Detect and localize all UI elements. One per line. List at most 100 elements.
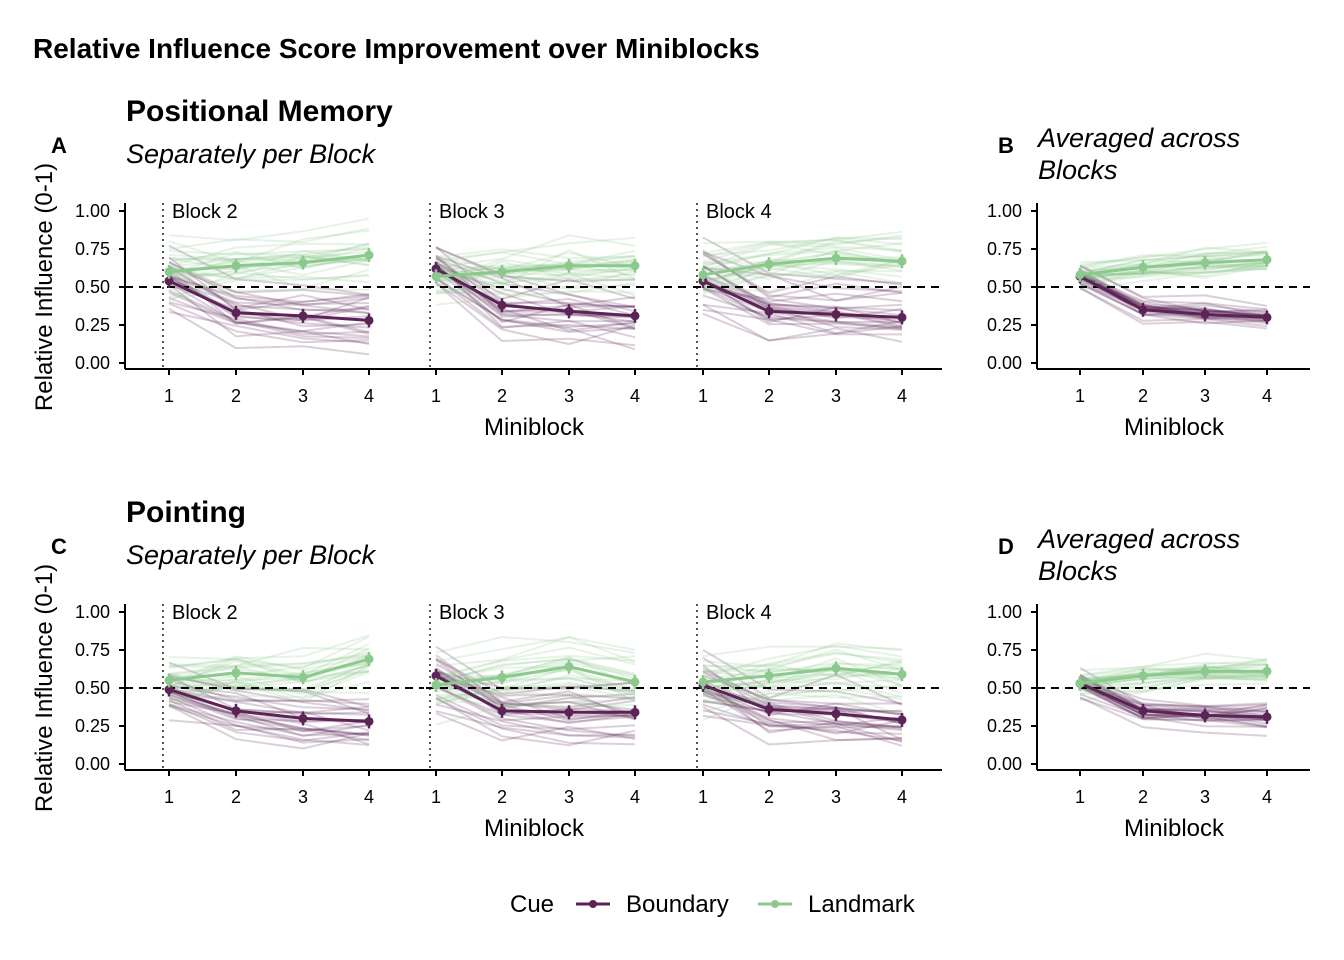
- mean-point-boundary: [630, 311, 640, 321]
- y-axis-title-bottom: Relative Influence (0-1): [31, 564, 58, 812]
- participant-line-boundary: [702, 277, 903, 329]
- mean-point-landmark: [698, 677, 708, 687]
- panel-b-subtitle-line2: Blocks: [1038, 155, 1118, 185]
- participant-line-landmark: [168, 273, 370, 298]
- participant-line-landmark: [1079, 252, 1268, 273]
- mean-point-landmark: [897, 669, 907, 679]
- participant-line-landmark: [435, 657, 636, 685]
- participant-line-landmark: [702, 243, 903, 269]
- x-tick-label: 2: [1138, 386, 1148, 406]
- participant-line-boundary: [168, 256, 370, 312]
- participant-line-boundary: [168, 675, 370, 715]
- y-tick-label: 0.25: [75, 716, 110, 736]
- x-tick-label: 4: [630, 386, 640, 406]
- participant-line-boundary: [168, 697, 370, 736]
- x-tick-label: 4: [364, 787, 374, 807]
- participant-line-landmark: [435, 635, 636, 654]
- participant-line-boundary: [702, 688, 903, 747]
- participant-line-landmark: [435, 658, 636, 684]
- participant-line-boundary: [702, 691, 903, 741]
- participant-line-boundary: [435, 262, 636, 330]
- participant-line-boundary: [435, 684, 636, 737]
- participant-line-boundary: [168, 696, 370, 744]
- mean-line-landmark: [435, 264, 635, 278]
- facet-c-1: 1 2 3 4 Block 2: [125, 602, 424, 807]
- participant-line-landmark: [702, 642, 903, 668]
- figure-title: Relative Influence Score Improvement ove…: [33, 33, 760, 64]
- participant-line-landmark: [168, 670, 370, 695]
- participant-line-landmark: [702, 678, 903, 690]
- participant-line-boundary: [702, 286, 903, 324]
- section-subtitle-positional-memory: Separately per Block: [126, 139, 377, 169]
- participant-line-boundary: [702, 714, 903, 742]
- participant-line-boundary: [1079, 667, 1268, 708]
- participant-line-boundary: [702, 252, 903, 302]
- mean-point-landmark: [164, 675, 174, 685]
- participant-line-landmark: [168, 254, 370, 280]
- participant-line-boundary: [1079, 270, 1268, 323]
- section-subtitle-pointing: Separately per Block: [126, 540, 377, 570]
- participant-line-boundary: [1079, 685, 1268, 722]
- x-tick-label: 2: [764, 787, 774, 807]
- participant-line-boundary: [702, 265, 903, 310]
- facet-d-1: 1 2 3 4: [1037, 652, 1310, 807]
- mean-point-landmark: [298, 672, 308, 682]
- mean-point-landmark: [1075, 270, 1085, 280]
- participant-line-boundary: [435, 697, 636, 746]
- mean-point-landmark: [164, 267, 174, 277]
- y-tick-label: 0.50: [75, 678, 110, 698]
- participant-line-boundary: [702, 287, 903, 330]
- participant-line-landmark: [1079, 259, 1268, 276]
- participant-line-boundary: [702, 308, 903, 336]
- participant-line-boundary: [435, 276, 636, 328]
- participant-line-boundary: [435, 254, 636, 317]
- participant-line-landmark: [1079, 265, 1268, 286]
- participant-line-landmark: [1079, 250, 1268, 272]
- participant-line-boundary: [168, 705, 370, 732]
- y-tick-label: 0.75: [75, 239, 110, 259]
- participant-line-boundary: [168, 719, 370, 746]
- mean-point-landmark: [764, 671, 774, 681]
- mean-point-boundary: [364, 315, 374, 325]
- participant-line-boundary: [1079, 272, 1268, 317]
- panel-d: 0.00 0.25 0.50 0.75 1.00 1 2 3 4: [987, 602, 1310, 807]
- y-tick-label: 0.25: [987, 716, 1022, 736]
- participant-line-boundary: [702, 680, 903, 734]
- mean-point-boundary: [897, 312, 907, 322]
- participant-line-landmark: [168, 655, 370, 684]
- participant-line-boundary: [702, 687, 903, 742]
- participant-line-boundary: [168, 301, 370, 336]
- mean-point-landmark: [231, 668, 241, 678]
- participant-line-landmark: [702, 659, 903, 678]
- participant-line-landmark: [435, 272, 636, 297]
- participant-line-landmark: [702, 246, 903, 271]
- mean-point-boundary: [1138, 706, 1148, 716]
- panel-tag-d: D: [998, 534, 1014, 559]
- participant-line-boundary: [1079, 677, 1268, 718]
- participant-line-boundary: [1079, 697, 1268, 729]
- x-tick-label: 2: [497, 386, 507, 406]
- x-tick-label: 2: [231, 787, 241, 807]
- y-axis-title-top: Relative Influence (0-1): [31, 163, 58, 411]
- y-tick-label: 0.75: [987, 239, 1022, 259]
- mean-point-landmark: [1200, 258, 1210, 268]
- panel-a: 0.00 0.25 0.50 0.75 1.00 1 2 3 4 Block 2 1 2 3 4 Block…: [75, 201, 942, 406]
- mean-point-boundary: [1138, 305, 1148, 315]
- participant-line-boundary: [702, 266, 903, 302]
- participant-line-landmark: [168, 248, 370, 256]
- participant-line-landmark: [702, 259, 903, 280]
- mean-point-landmark: [497, 672, 507, 682]
- mean-point-landmark: [630, 677, 640, 687]
- participant-line-landmark: [1079, 661, 1268, 677]
- participant-line-landmark: [1079, 261, 1268, 276]
- participant-line-landmark: [168, 264, 370, 290]
- mean-point-boundary: [764, 704, 774, 714]
- mean-point-landmark: [497, 267, 507, 277]
- participant-line-landmark: [435, 255, 636, 271]
- x-tick-label: 4: [897, 787, 907, 807]
- participant-line-landmark: [435, 265, 635, 272]
- x-tick-label: 2: [1138, 787, 1148, 807]
- participant-line-boundary: [435, 256, 636, 317]
- x-tick-label: 4: [630, 787, 640, 807]
- mean-point-boundary: [831, 709, 841, 719]
